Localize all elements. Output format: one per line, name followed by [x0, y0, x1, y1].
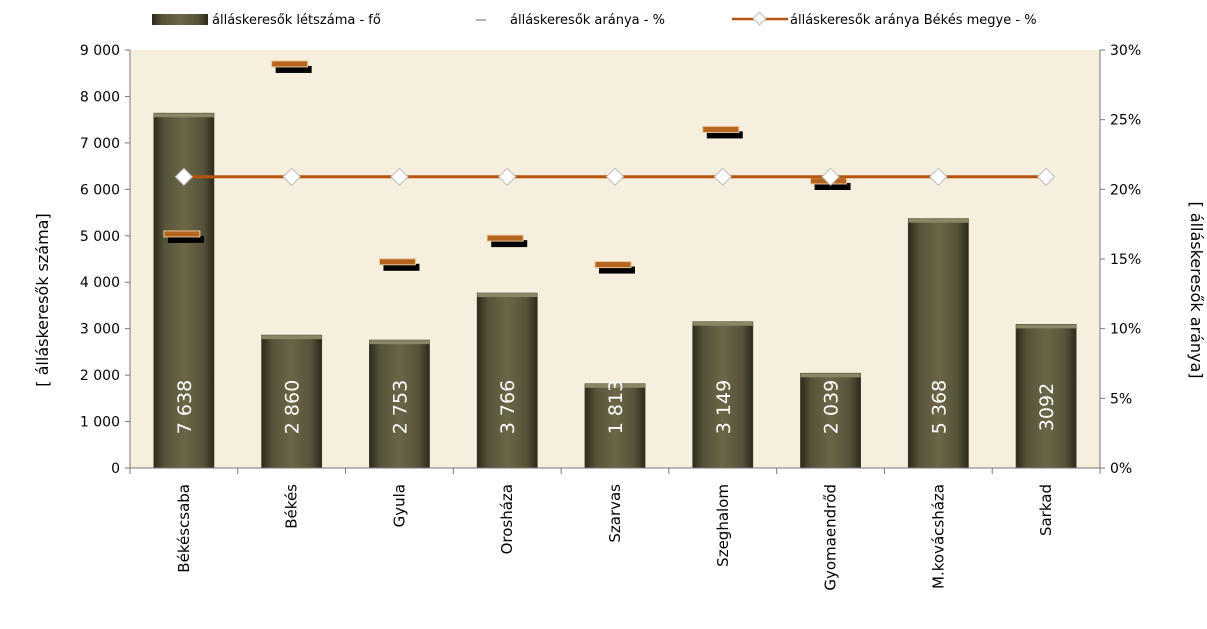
rate-marker: [702, 125, 740, 133]
category-label: Sarkad: [1037, 484, 1055, 536]
bar-cap: [800, 373, 861, 378]
right-axis-title: [ álláskeresők aránya]: [1187, 201, 1206, 378]
bar: [692, 321, 754, 469]
right-tick-label: 0%: [1110, 461, 1132, 477]
county-rate-point: [821, 167, 840, 186]
left-axis-ticks: 0 1 000 2 000 3 000 4 000 5 000 6 000 7 000 8 00…: [80, 43, 130, 477]
rate-marker: [163, 230, 201, 238]
rate-marker-shadow: [599, 266, 635, 274]
county-line-layer: [174, 167, 1056, 186]
category-label: M.kovácsháza: [929, 484, 947, 589]
x-axis-ticks: Békéscsaba Békés Gyula Orosháza Szarvas Szegh…: [129, 468, 1101, 591]
bar-value-label: 3 766: [497, 380, 519, 434]
category-label: Gyomaendrőd: [822, 484, 840, 591]
category-label: Szarvas: [606, 484, 624, 543]
left-tick-label: 7 000: [80, 136, 120, 152]
legend-bar-swatch: [152, 14, 208, 25]
rate-marker-shadow: [383, 263, 420, 271]
left-tick-label: 9 000: [80, 43, 120, 59]
rate-marker-shadow: [167, 235, 204, 243]
bar-cap: [153, 113, 214, 118]
legend-marker-label: álláskeresők aránya - %: [510, 13, 665, 28]
county-rate-point: [282, 167, 301, 186]
bar-cap: [585, 383, 645, 388]
bar-cap: [908, 218, 969, 223]
bar: [476, 292, 538, 469]
right-tick-label: 30%: [1110, 43, 1141, 59]
county-rate-point: [929, 167, 948, 186]
bar-value-label: 1 813: [605, 380, 627, 434]
rate-marker-shadow: [491, 240, 528, 248]
category-label: Békés: [283, 484, 301, 529]
right-axis-ticks: 0% 5% 10% 15% 20% 25% 30%: [1100, 43, 1141, 477]
rate-marker-shadow: [706, 131, 743, 139]
legend-line-marker: [752, 11, 767, 26]
county-rate-point: [498, 167, 517, 186]
bar-cap: [477, 293, 538, 298]
bar-value-label: 5 368: [928, 380, 950, 434]
legend-bar-label: álláskeresők létszáma - fő: [212, 13, 381, 28]
rate-marker-shadow: [814, 182, 851, 190]
bar-cap: [1016, 324, 1077, 329]
legend-line-label: álláskeresők aránya Békés megye - %: [790, 13, 1037, 28]
bar-value-label: 2 753: [389, 380, 411, 434]
right-tick-label: 20%: [1110, 182, 1141, 198]
left-tick-label: 0: [111, 461, 120, 477]
left-tick-label: 2 000: [80, 368, 120, 384]
rate-marker-shadow: [275, 65, 312, 73]
left-tick-label: 5 000: [80, 229, 120, 245]
category-label: Gyula: [390, 484, 408, 527]
bar-cap: [692, 321, 753, 326]
bar-cap: [369, 340, 430, 345]
rate-marker: [271, 60, 309, 68]
county-rate-point: [1036, 167, 1056, 186]
left-tick-label: 8 000: [80, 89, 120, 105]
bar-layer: 7 638 2 860 2 753 3 766 1 813 3 149 2 039 5 368…: [153, 112, 1077, 469]
bar: [1015, 323, 1077, 469]
right-tick-label: 5%: [1110, 391, 1132, 407]
legend: álláskeresők létszáma - fő álláskeresők …: [152, 11, 1037, 28]
bar-cap: [261, 335, 322, 340]
right-tick-label: 10%: [1110, 322, 1141, 338]
category-label: Orosháza: [498, 484, 516, 554]
right-tick-label: 25%: [1110, 113, 1141, 129]
county-rate-point: [605, 167, 625, 186]
rate-marker: [486, 234, 524, 242]
bar-value-label: 7 638: [174, 380, 196, 434]
county-rate-point: [174, 167, 194, 186]
left-tick-label: 1 000: [80, 415, 120, 431]
left-tick-label: 6 000: [80, 182, 120, 198]
category-label: Békéscsaba: [175, 484, 193, 573]
bar: [584, 383, 646, 469]
bar-value-label: 2 860: [282, 380, 304, 434]
county-rate-point: [713, 167, 732, 186]
bar-value-label: 3092: [1036, 383, 1058, 431]
right-tick-label: 15%: [1110, 252, 1141, 268]
category-label: Szeghalom: [714, 484, 732, 567]
left-tick-label: 3 000: [80, 322, 120, 338]
bar-value-label: 3 149: [713, 380, 735, 434]
bar: [907, 218, 969, 469]
bar-value-label: 2 039: [821, 380, 843, 434]
bar: [261, 334, 323, 469]
county-rate-point: [390, 167, 409, 186]
left-tick-label: 4 000: [80, 275, 120, 291]
left-axis-title: [ álláskeresők száma]: [33, 213, 52, 386]
rate-marker: [594, 261, 632, 269]
rate-marker: [378, 258, 416, 266]
